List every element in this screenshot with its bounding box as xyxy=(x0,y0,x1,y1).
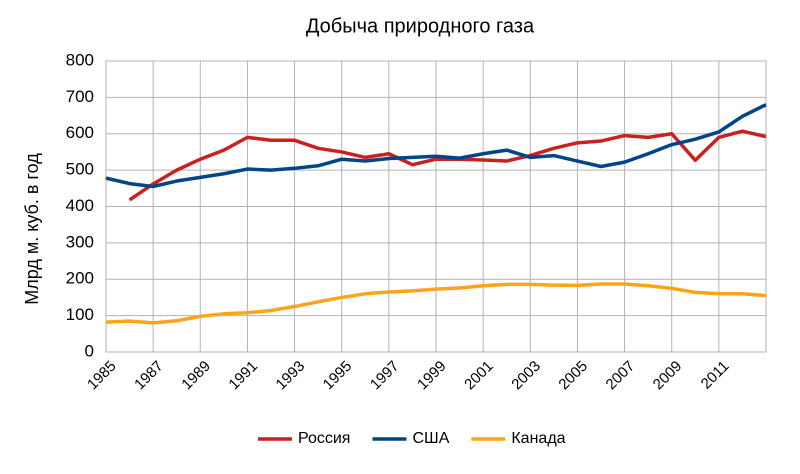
data-line xyxy=(105,282,767,325)
y-tick-label: 200 xyxy=(66,269,94,288)
legend-label: Россия xyxy=(298,430,350,447)
x-tick-label: 2003 xyxy=(508,358,544,394)
x-tick-label: 1995 xyxy=(320,358,356,394)
x-tick-label: 1997 xyxy=(367,358,403,394)
chart-title: Добыча природного газа xyxy=(306,15,535,37)
y-axis-label: Млрд м. куб. в год xyxy=(22,153,42,305)
data-line xyxy=(105,103,767,189)
y-tick-label: 400 xyxy=(66,196,94,215)
plot-frame xyxy=(105,60,767,353)
x-tick-label: 1987 xyxy=(131,358,167,394)
y-tick-label: 700 xyxy=(66,87,94,106)
x-tick-label: 2007 xyxy=(603,358,639,394)
x-tick-label: 1993 xyxy=(273,358,309,394)
x-tick-label: 1999 xyxy=(414,358,450,394)
x-tick-label: 2005 xyxy=(555,358,591,394)
y-tick-label: 500 xyxy=(66,160,94,179)
y-tick-label: 300 xyxy=(66,232,94,251)
y-tick-label: 800 xyxy=(66,50,94,69)
legend-label: Канада xyxy=(511,430,565,447)
x-tick-label: 2001 xyxy=(461,358,497,394)
x-tick-label: 1989 xyxy=(178,358,214,394)
x-tick-label: 2011 xyxy=(698,358,733,393)
x-tick-label: 1991 xyxy=(225,358,261,394)
y-tick-label: 100 xyxy=(66,305,94,324)
data-line xyxy=(128,129,767,202)
y-tick-label: 0 xyxy=(85,341,94,360)
legend-label: США xyxy=(412,430,449,447)
x-tick-label: 2009 xyxy=(650,358,686,394)
y-tick-label: 600 xyxy=(66,123,94,142)
x-tick-label: 1985 xyxy=(84,358,120,394)
